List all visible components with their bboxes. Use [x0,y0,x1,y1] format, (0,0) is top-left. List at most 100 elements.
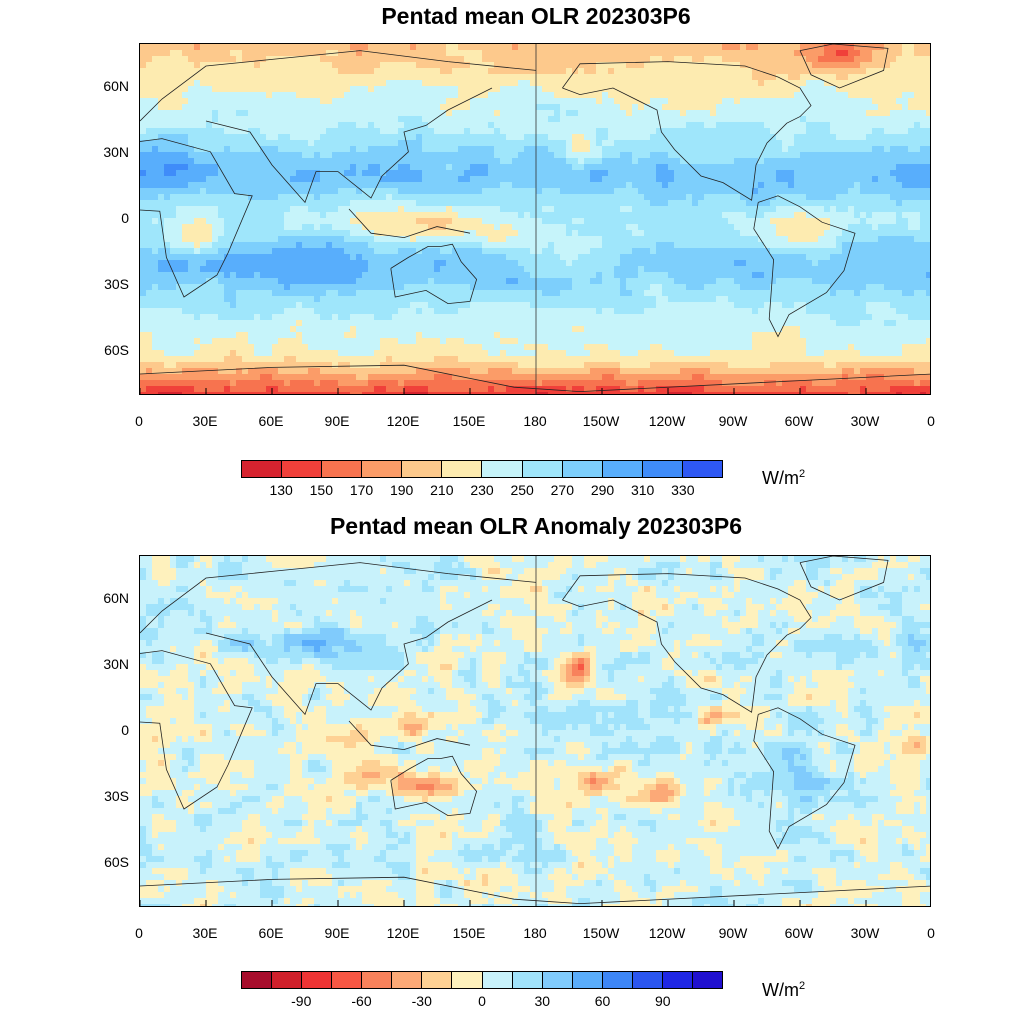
x-tick-label: 120E [386,413,420,429]
y-tick-label: 60S [104,342,129,358]
colorbar-swatch [662,972,693,988]
colorbar-label: -60 [351,993,372,1009]
colorbar-swatch [442,461,483,477]
anomaly-colorbar [241,971,723,989]
colorbar-swatch [602,461,643,477]
x-tick-label: 120W [648,925,686,941]
y-tick-label: 30S [104,788,129,804]
colorbar-swatch [572,972,603,988]
y-tick-label: 0 [121,210,129,226]
colorbar-label: 30 [534,993,551,1009]
x-tick-label: 150W [582,925,620,941]
colorbar-swatch [332,972,363,988]
colorbar-label: 270 [550,482,575,498]
x-tick-label: 30W [850,925,880,941]
colorbar-swatch [242,461,283,477]
coastline [390,243,478,305]
colorbar-swatch [682,461,722,477]
x-tick-label: 90E [324,925,350,941]
colorbar-label: 0 [478,993,486,1009]
coastline [140,876,930,905]
x-tick-label: 120W [648,413,686,429]
x-tick-label: 60E [258,925,284,941]
colorbar-label: 230 [470,482,494,498]
x-tick-label: 90W [718,413,748,429]
coastline [562,573,812,713]
colorbar-swatch [362,461,403,477]
coastline [205,87,493,204]
colorbar-label: 210 [430,482,454,498]
coastline [140,562,537,634]
x-tick-label: 0 [135,925,143,941]
x-tick-label: 30E [192,925,218,941]
olr-title: Pentad mean OLR 202303P6 [381,3,691,29]
x-tick-label: 90W [718,925,748,941]
olr-colorbar [241,460,723,478]
olr-map [139,43,931,395]
coastline [753,195,856,338]
x-tick-label: 150E [452,413,486,429]
coastline [753,707,856,850]
x-tick-label: 180 [523,413,547,429]
y-tick-label: 30S [104,276,129,292]
y-tick-label: 0 [121,722,129,738]
x-tick-label: 0 [927,925,935,941]
colorbar-label: 250 [510,482,534,498]
units-text: W/m [762,980,799,1000]
colorbar-label: 60 [594,993,611,1009]
colorbar-label: 190 [389,482,414,498]
anomaly-map [139,555,931,907]
colorbar-swatch [242,972,273,988]
anomaly-units: W/m2 [762,980,805,1001]
colorbar-label: 150 [309,482,334,498]
colorbar-swatch [642,461,683,477]
coastline [140,364,930,393]
x-tick-label: 60W [784,925,814,941]
colorbar-swatch [602,972,633,988]
coastline [390,755,478,817]
coastline [562,61,812,201]
colorbar-label: 130 [269,482,293,498]
coastline [205,599,493,716]
colorbar-label: 310 [630,482,655,498]
x-tick-label: 60E [258,413,284,429]
colorbar-swatch [452,972,483,988]
units-exponent: 2 [798,468,806,480]
anomaly-title: Pentad mean OLR Anomaly 202303P6 [329,513,743,539]
colorbar-swatch [482,972,513,988]
colorbar-swatch [282,461,323,477]
coastline [348,208,471,239]
coastline [799,44,889,89]
y-tick-label: 60N [103,78,129,94]
colorbar-swatch [392,972,423,988]
coastline [140,650,253,810]
colorbar-label: 290 [590,482,615,498]
units-exponent: 2 [798,980,806,992]
x-tick-label: 120E [386,925,420,941]
colorbar-label: 330 [671,482,695,498]
x-tick-label: 150W [582,413,620,429]
colorbar-swatch [272,972,303,988]
colorbar-swatch [302,972,333,988]
x-tick-label: 180 [523,925,547,941]
colorbar-label: 170 [349,482,374,498]
colorbar-swatch [402,461,443,477]
x-tick-label: 60W [784,413,814,429]
y-tick-label: 60N [103,590,129,606]
colorbar-swatch [542,972,573,988]
x-tick-label: 0 [927,413,935,429]
colorbar-swatch [362,972,393,988]
coastline [348,720,471,751]
y-tick-label: 60S [104,854,129,870]
x-tick-label: 150E [452,925,486,941]
colorbar-label: -90 [291,993,312,1009]
colorbar-swatch [422,972,453,988]
colorbar-label: 90 [654,993,671,1009]
coastline [140,50,537,122]
colorbar-swatch [512,972,543,988]
y-tick-label: 30N [103,144,129,160]
coastline [799,556,889,601]
x-tick-label: 0 [135,413,143,429]
colorbar-swatch [562,461,603,477]
x-tick-label: 30E [192,413,218,429]
